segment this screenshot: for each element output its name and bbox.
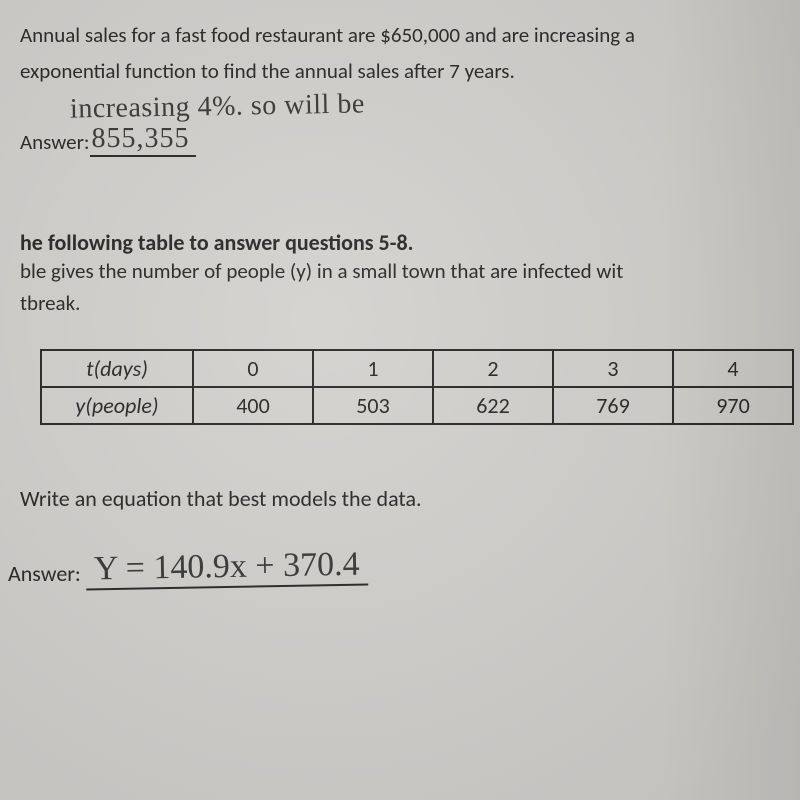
table-cell: 2 (433, 350, 553, 387)
section-line2: tbreak. (20, 288, 800, 320)
q5-answer-line: Answer: Y = 140.9x + 370.4 (8, 552, 800, 592)
q4-handwritten-note: increasing 4%. so will be (70, 88, 365, 125)
table-cell: 503 (313, 387, 433, 424)
table-cell: 622 (433, 387, 553, 424)
q4-answer-line: Answer: 855,355 (20, 125, 800, 159)
row-label-y: y(people) (41, 387, 193, 424)
q4-line1: Annual sales for a fast food restaurant … (20, 20, 800, 52)
table-cell: 0 (193, 350, 313, 387)
table-row: t(days) 0 1 2 3 4 (41, 350, 793, 387)
table-cell: 3 (553, 350, 673, 387)
section-line1: ble gives the number of people (y) in a … (20, 256, 800, 288)
q5-answer-handwritten: Y = 140.9x + 370.4 (85, 546, 367, 591)
answer-label: Answer: (8, 560, 86, 587)
worksheet-page: Annual sales for a fast food restaurant … (0, 0, 800, 592)
table-cell: 4 (673, 350, 793, 387)
q5-text: Write an equation that best models the d… (20, 485, 800, 512)
table-cell: 1 (313, 350, 433, 387)
q4-answer-handwritten: 855,355 (90, 123, 196, 157)
q4-line2: exponential function to find the annual … (20, 56, 800, 88)
row-label-t: t(days) (41, 350, 193, 387)
table-cell: 400 (193, 387, 313, 424)
data-table: t(days) 0 1 2 3 4 y(people) 400 503 622 … (40, 349, 794, 425)
table-cell: 970 (673, 387, 793, 424)
answer-label: Answer: (20, 129, 90, 155)
section-heading: he following table to answer questions 5… (20, 229, 800, 256)
table-cell: 769 (553, 387, 673, 424)
table-row: y(people) 400 503 622 769 970 (41, 387, 793, 424)
